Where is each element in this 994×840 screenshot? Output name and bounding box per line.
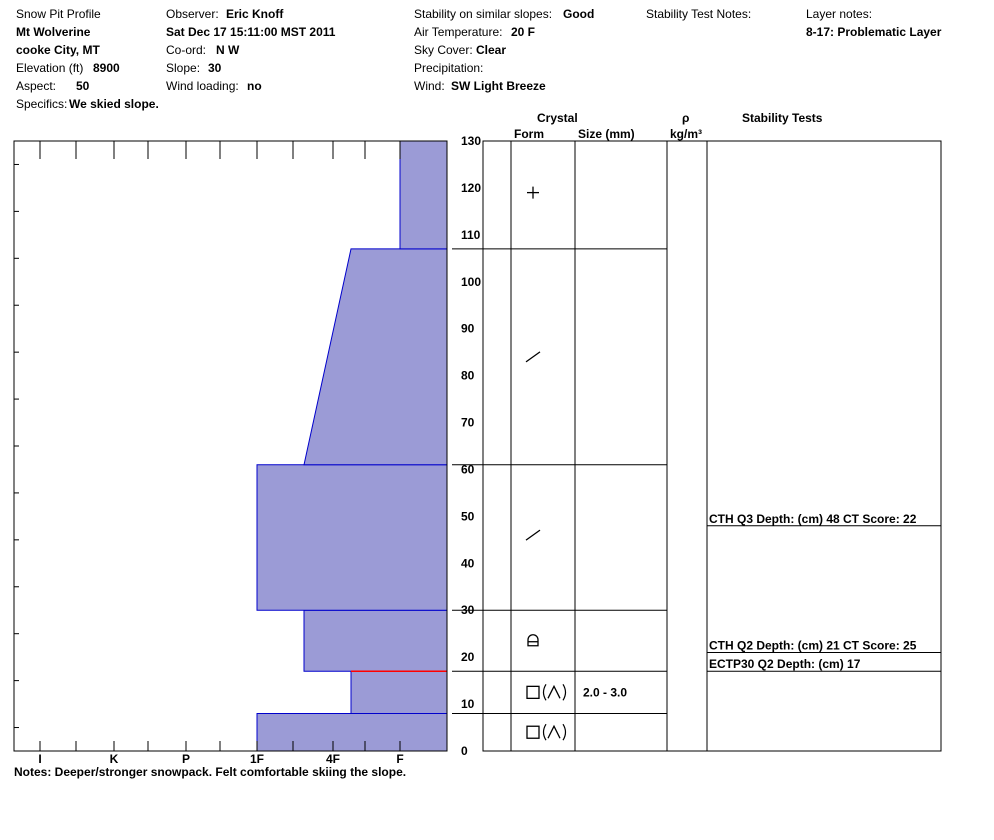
coord-label: Co-ord:: [166, 43, 207, 57]
crystal-mixed-form-icon: [527, 634, 539, 647]
depth-tick-label: 50: [461, 509, 475, 523]
crystal-decomposing-fragments-icon: [525, 529, 541, 541]
aspect-label: Aspect:: [16, 79, 57, 93]
wind-loading-value: no: [247, 79, 262, 93]
air-temp-value: 20 F: [511, 25, 536, 39]
wind-value: SW Light Breeze: [451, 79, 546, 93]
sky-value: Clear: [476, 43, 507, 57]
density-symbol: ρ: [682, 111, 690, 125]
depth-tick-label: 110: [461, 228, 481, 242]
crystal-decomposing-fragments-icon: [525, 351, 541, 363]
elevation-label: Elevation (ft): [16, 61, 84, 75]
hardness-scale-label: 4F: [326, 752, 340, 766]
hardness-layer: [303, 248, 448, 466]
air-temp-label: Air Temperature:: [414, 25, 503, 39]
notes: Notes: Deeper/stronger snowpack. Felt co…: [14, 765, 407, 779]
slope-value: 30: [208, 61, 222, 75]
hardness-layer: [350, 670, 448, 714]
stability-test-label: CTH Q2 Depth: (cm) 21 CT Score: 25: [709, 638, 917, 652]
coord-value: N W: [216, 43, 240, 57]
hardness-scale-label: K: [110, 752, 119, 766]
elevation-value: 8900: [93, 61, 120, 75]
stability-label: Stability on similar slopes:: [414, 7, 553, 21]
stability-tests-header: Stability Tests: [742, 111, 823, 125]
depth-tick-label: 0: [461, 744, 468, 758]
hardness-scale-label: P: [182, 752, 190, 766]
observer-label: Observer:: [166, 7, 219, 21]
hardness-scale-label: 1F: [250, 752, 264, 766]
size-header: Size (mm): [578, 127, 635, 141]
stability-test-label: ECTP30 Q2 Depth: (cm) 17: [709, 657, 861, 671]
specifics-label: Specifics:: [16, 97, 68, 111]
region: cooke City, MT: [16, 43, 100, 57]
hardness-layer: [399, 140, 448, 250]
depth-tick-label: 80: [461, 369, 475, 383]
observation-date: Sat Dec 17 15:11:00 MST 2011: [166, 25, 336, 39]
stability-test-notes-label: Stability Test Notes:: [646, 7, 752, 21]
aspect-value: 50: [76, 79, 90, 93]
hardness-layer: [303, 609, 448, 672]
wind-label: Wind:: [414, 79, 445, 93]
crystal-size-label: 2.0 - 3.0: [583, 685, 627, 699]
precip-label: Precipitation:: [414, 61, 484, 75]
layer-notes-label: Layer notes:: [806, 7, 873, 21]
stability-test-label: CTH Q3 Depth: (cm) 48 CT Score: 22: [709, 512, 917, 526]
hardness-layer: [256, 712, 448, 752]
wind-loading-label: Wind loading:: [166, 79, 239, 93]
depth-tick-label: 90: [461, 322, 475, 336]
crystal-faceted-rounded-icon: [526, 723, 567, 741]
stability-value: Good: [563, 7, 595, 21]
observer-value: Eric Knoff: [226, 7, 284, 21]
layer-note: 8-17: Problematic Layer: [806, 25, 942, 39]
density-unit: kg/m³: [670, 127, 703, 141]
specifics-value: We skied slope.: [69, 97, 159, 111]
depth-tick-label: 10: [461, 697, 475, 711]
depth-tick-label: 40: [461, 556, 475, 570]
crystal-header: Crystal: [537, 111, 578, 125]
form-header: Form: [514, 127, 544, 141]
slope-label: Slope:: [166, 61, 201, 75]
depth-tick-label: 100: [461, 275, 481, 289]
depth-tick-label: 130: [461, 134, 481, 148]
location: Mt Wolverine: [16, 25, 91, 39]
depth-tick-label: 70: [461, 416, 475, 430]
crystal-new-snow-icon: [527, 186, 539, 199]
stability-table-frame: [666, 140, 942, 752]
hardness-layer: [256, 464, 448, 611]
depth-tick-label: 60: [461, 462, 475, 476]
hardness-scale-label: F: [396, 752, 403, 766]
hardness-scale-label: I: [38, 752, 41, 766]
crystal-faceted-rounded-icon: [526, 684, 567, 701]
profile-title: Snow Pit Profile: [16, 7, 101, 21]
depth-tick-label: 20: [461, 650, 475, 664]
depth-tick-label: 120: [461, 181, 481, 195]
sky-label: Sky Cover:: [414, 43, 473, 57]
